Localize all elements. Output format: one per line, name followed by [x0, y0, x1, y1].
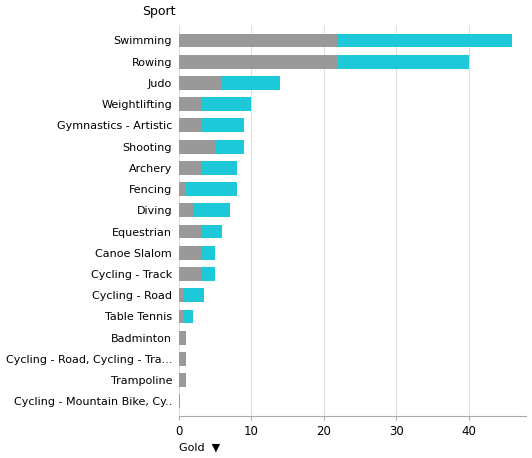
Bar [338, 55, 469, 69]
Bar [179, 182, 186, 196]
Bar [179, 161, 201, 175]
Bar [201, 267, 215, 281]
Bar [201, 224, 222, 239]
Bar [179, 97, 201, 111]
X-axis label: Gold  ▼: Gold ▼ [179, 442, 220, 453]
Text: Sport: Sport [142, 5, 176, 18]
Bar [179, 352, 186, 366]
Bar [179, 331, 186, 344]
Bar [201, 119, 244, 132]
Bar [222, 76, 280, 90]
Bar [179, 394, 180, 408]
Bar [179, 203, 194, 217]
Bar [179, 373, 186, 387]
Bar [179, 224, 201, 239]
Bar [179, 55, 338, 69]
Bar [194, 203, 230, 217]
Bar [179, 267, 201, 281]
Bar [179, 119, 201, 132]
Bar [201, 161, 237, 175]
Bar [182, 310, 194, 323]
Bar [338, 33, 512, 47]
Bar [179, 33, 338, 47]
Bar [179, 246, 201, 260]
Bar [179, 289, 182, 302]
Bar [179, 76, 222, 90]
Bar [179, 310, 182, 323]
Bar [186, 182, 237, 196]
Bar [201, 246, 215, 260]
Bar [179, 140, 215, 153]
Bar [201, 97, 252, 111]
Bar [215, 140, 244, 153]
Bar [182, 289, 204, 302]
